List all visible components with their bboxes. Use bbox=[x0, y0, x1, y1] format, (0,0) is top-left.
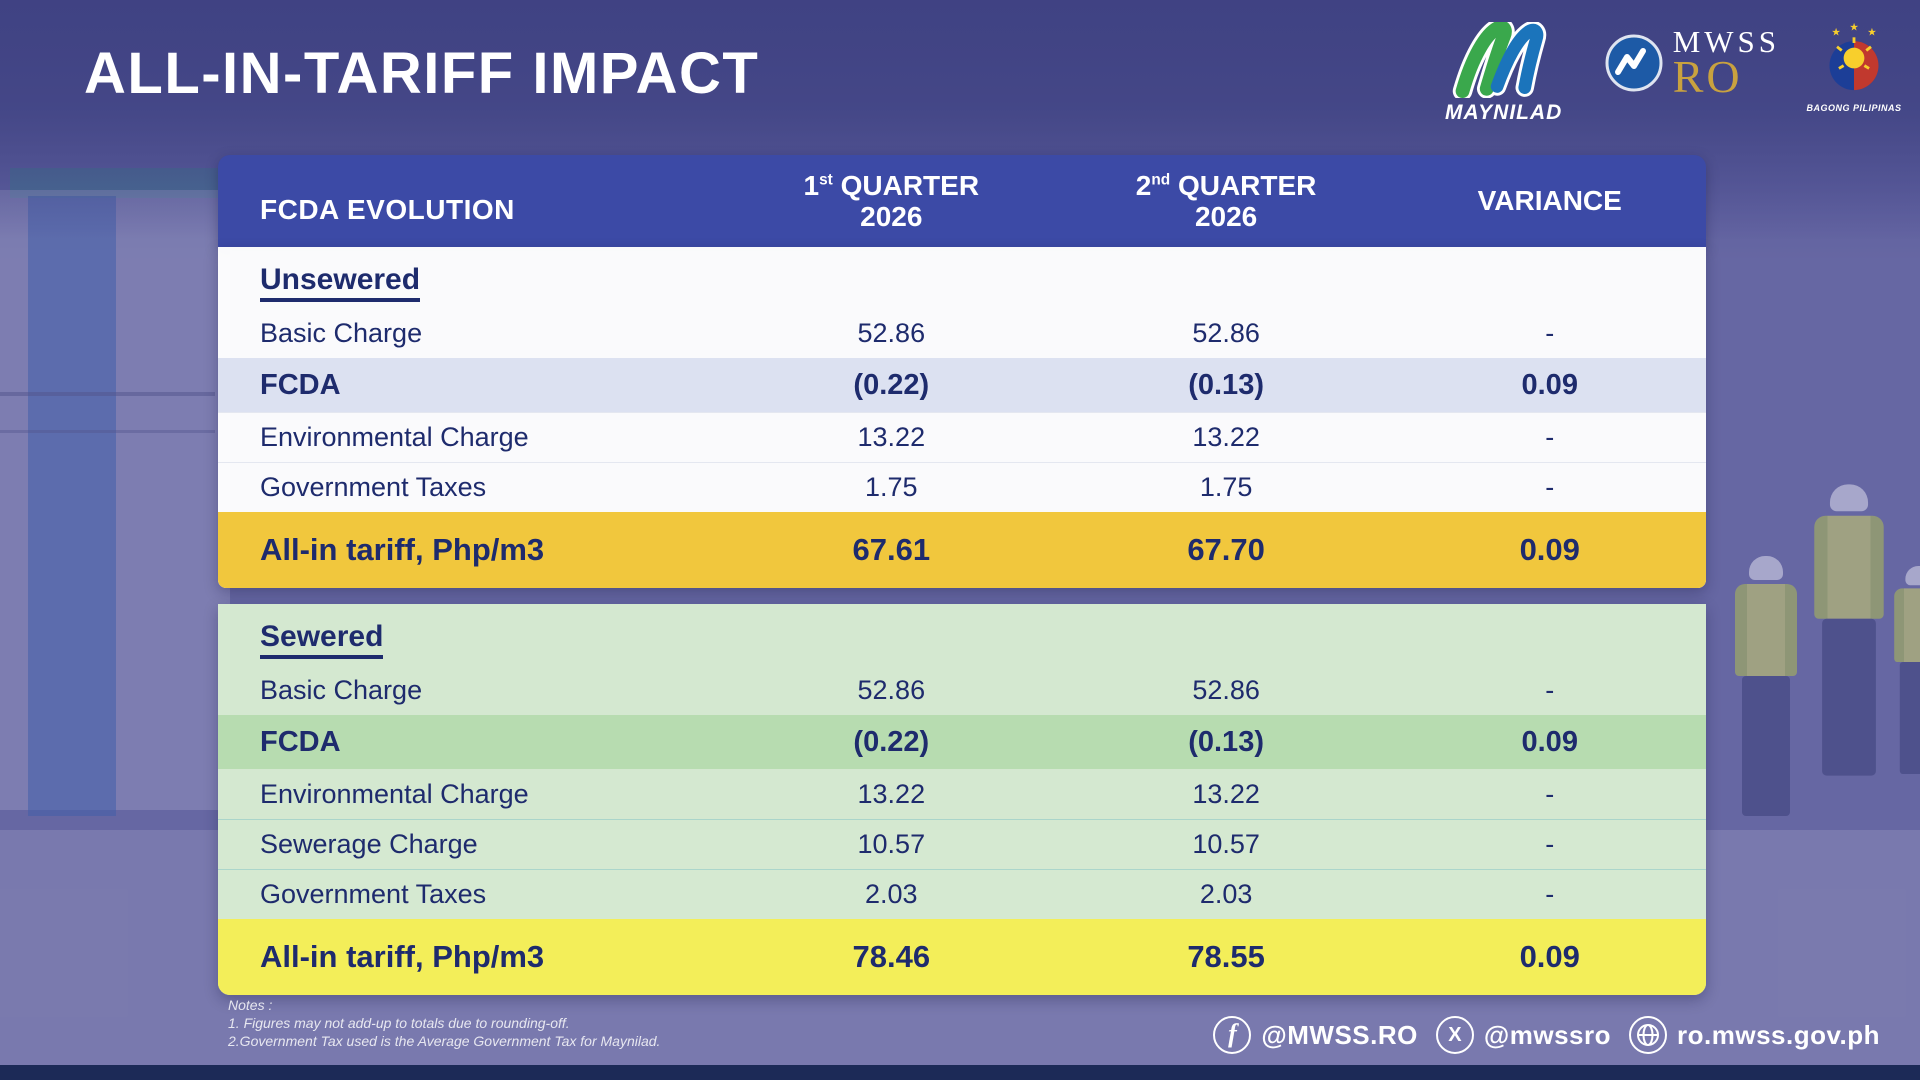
x-handle: X @mwssro bbox=[1435, 1016, 1611, 1054]
page-title: ALL-IN-TARIFF IMPACT bbox=[84, 41, 760, 106]
bagong-pilipinas-label: BAGONG PILIPINAS bbox=[1806, 103, 1902, 113]
background-worker bbox=[1735, 556, 1797, 816]
background-building-column bbox=[28, 196, 116, 816]
note-line: 1. Figures may not add-up to totals due … bbox=[228, 1015, 570, 1032]
background-worker bbox=[1814, 484, 1884, 776]
header-q1-2026: 1st QUARTER 2026 bbox=[803, 169, 980, 232]
table-row: Environmental Charge 13.22 13.22 - bbox=[218, 412, 1706, 462]
bagong-pilipinas-seal-icon: ★ ★ ★ bbox=[1829, 23, 1879, 91]
table-row-total: All-in tariff, Php/m3 78.46 78.55 0.09 bbox=[218, 919, 1706, 995]
background-worker bbox=[1894, 566, 1920, 774]
notes-heading: Notes : bbox=[228, 997, 273, 1013]
mwss-seal-icon bbox=[1605, 34, 1663, 92]
unsewered-heading: Unsewered bbox=[218, 247, 1706, 308]
table-row: Government Taxes 1.75 1.75 - bbox=[218, 462, 1706, 512]
table-row: Government Taxes 2.03 2.03 - bbox=[218, 869, 1706, 919]
table-row-total: All-in tariff, Php/m3 67.61 67.70 0.09 bbox=[218, 512, 1706, 588]
table-row: Basic Charge 52.86 52.86 - bbox=[260, 317, 1555, 348]
background-railing bbox=[0, 430, 215, 433]
table-row-fcda: FCDA (0.22) (0.13) 0.09 bbox=[218, 358, 1706, 412]
table-row: Basic Charge 52.86 52.86 - bbox=[260, 674, 1555, 705]
globe-icon bbox=[1629, 1016, 1667, 1054]
mwss-ro-logo: MWSS RO bbox=[1605, 24, 1780, 102]
svg-text:★: ★ bbox=[1831, 27, 1840, 38]
unsewered-section: Unsewered Basic Charge 52.86 52.86 - FCD… bbox=[218, 247, 1706, 588]
bottom-bar bbox=[0, 1065, 1920, 1080]
social-footer: f @MWSS.RO X @mwssro ro.mwss.gov.ph bbox=[1213, 1016, 1880, 1054]
sewered-section: Sewered Basic Charge 52.86 52.86 - FCDA … bbox=[218, 604, 1706, 995]
table-row: Sewerage Charge 10.57 10.57 - bbox=[218, 819, 1706, 869]
header-variance: VARIANCE bbox=[1477, 185, 1622, 216]
fcda-evolution-table: FCDA EVOLUTION 1st QUARTER 2026 2nd QUAR… bbox=[218, 155, 1706, 995]
maynilad-m-icon bbox=[1452, 17, 1546, 101]
header-q2-2026: 2nd QUARTER 2026 bbox=[1135, 169, 1317, 232]
background-railing bbox=[0, 392, 215, 396]
ro-text: RO bbox=[1672, 50, 1743, 102]
notes-block: Notes : 1. Figures may not add-up to tot… bbox=[228, 996, 660, 1051]
note-line: 2.Government Tax used is the Average Gov… bbox=[228, 1033, 661, 1050]
website-handle: ro.mwss.gov.ph bbox=[1629, 1016, 1880, 1054]
maynilad-wordmark: MAYNILAD bbox=[1445, 101, 1563, 124]
bagong-pilipinas-logo: ★ ★ ★ BAGONG PILIPINAS bbox=[1806, 22, 1902, 113]
x-icon: X bbox=[1435, 1016, 1474, 1054]
table-row-fcda: FCDA (0.22) (0.13) 0.09 bbox=[218, 715, 1706, 769]
facebook-icon: f bbox=[1213, 1016, 1252, 1054]
table-header-row: FCDA EVOLUTION 1st QUARTER 2026 2nd QUAR… bbox=[218, 155, 1706, 247]
maynilad-logo: MAYNILAD bbox=[1429, 17, 1579, 125]
svg-text:★: ★ bbox=[1867, 27, 1876, 38]
facebook-handle: f @MWSS.RO bbox=[1213, 1016, 1417, 1054]
logo-row: MAYNILAD MWSS RO ★ ★ ★ BAGONG PILIPINAS bbox=[1429, 17, 1902, 125]
table-row: Environmental Charge 13.22 13.22 - bbox=[260, 778, 1555, 809]
sewered-heading: Sewered bbox=[218, 604, 1706, 665]
mwss-text: MWSS bbox=[1672, 24, 1780, 59]
svg-text:★: ★ bbox=[1849, 23, 1858, 34]
header-fcda-evolution: FCDA EVOLUTION bbox=[260, 194, 515, 225]
